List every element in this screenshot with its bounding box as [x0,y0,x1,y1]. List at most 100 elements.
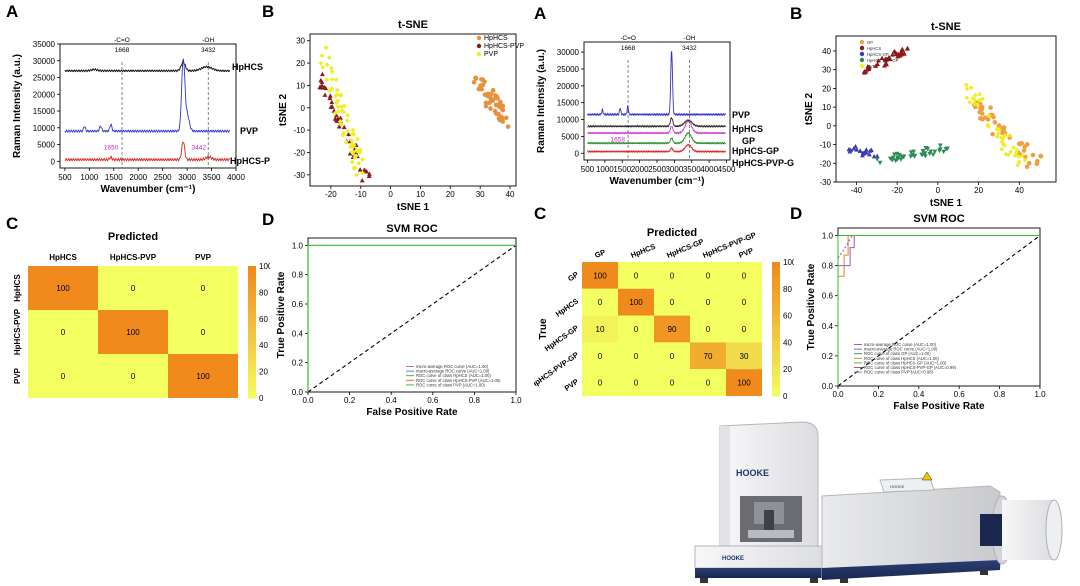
y-tick-label: 20 [822,84,831,93]
colorbar-segment [248,308,256,313]
y-tick-label: 10000 [33,124,56,133]
instrument-base [694,545,827,569]
scatter-point [937,148,942,154]
scatter-point [996,123,1002,128]
spectrum-line [587,143,726,154]
legend-entry: ROC curve of class PVP (AUC=0.98) [864,370,934,375]
y-axis-label: Raman Intensity (a.u.) [12,54,23,158]
scatter-point [498,99,503,105]
row-label: GP [566,270,580,284]
spectrum-line [64,60,231,73]
x-tick-label: 3500 [683,165,701,174]
legend-entry: ROC curve of class PVP (AUC=1.00) [416,382,486,387]
scatter-point [998,135,1004,141]
spectrum-line [64,58,231,133]
scatter-point [362,168,368,173]
scatter-point [891,48,897,54]
chart-d1-roc: SVM ROC 0.0 0.2 0.4 0.6 0.8 1.0 0.0 0.2 0.4 0.6 0.8… [276,223,522,418]
colorbar-segment [248,285,256,290]
heatmap-cell-value: 0 [634,352,639,361]
heatmap-cell-value: 0 [634,379,639,388]
scatter-point [354,148,360,153]
colorbar-segment [772,392,780,397]
y-tick-label: 30000 [33,57,56,66]
annotation-label: -C=O [114,37,130,44]
y-tick-label: 0.6 [292,300,304,309]
scatter-point [480,77,486,82]
scatter-point [319,79,325,84]
colorbar-segment [248,292,256,297]
colorbar-tick: 0 [783,392,788,401]
y-tick-label: 5000 [37,141,55,150]
legend-entry: ROC curve of class GP (AUC=1.00) [864,351,931,356]
x-tick-label: 0.8 [469,396,481,405]
colorbar-segment [248,351,256,356]
scatter-point [488,106,493,111]
y-tick-label: 10000 [557,116,580,125]
colorbar-segment [772,349,780,353]
y-tick-label: 0.4 [292,329,304,338]
scatter-point [1014,147,1020,153]
scatter-point [882,56,888,62]
scatter-point [471,79,477,85]
scatter-point [986,124,991,130]
heatmap-cell-value: 0 [742,298,747,307]
scatter-point [349,138,355,143]
legend-entry: micro-average ROC curve (AUC=1.00) [416,364,489,369]
scatter-point [353,153,359,159]
colorbar-segment [248,275,256,280]
colorbar-segment [772,322,780,327]
heatmap-cell-value: 100 [126,328,140,337]
scatter-point [357,149,363,155]
scatter-point [347,151,353,156]
y-tick-label: 20 [296,59,305,68]
colorbar-segment [772,312,780,317]
heatmap-cell [726,342,762,370]
scatter-point [496,116,502,121]
colorbar-segment [772,268,780,273]
x-tick-label: 0 [388,190,393,199]
x-tick-label: 0.4 [913,390,925,399]
scatter-point [1016,159,1022,165]
chart-title: t-SNE [931,21,961,33]
scatter-point [485,91,491,97]
scatter-point [334,112,339,118]
x-tick-label: 4000 [700,165,718,174]
heatmap-cell-value: 0 [670,352,675,361]
scatter-point [1011,145,1016,151]
colorbar-segment [772,288,780,293]
scatter-point [967,99,973,105]
y-tick-label: 0 [51,157,56,166]
colorbar-segment [772,379,780,384]
series-label: HpHCS [732,124,763,134]
heatmap-cell-value: 100 [593,271,607,280]
scatter-point [1024,164,1030,170]
heatmap-cell-value: 10 [596,325,605,334]
colorbar-segment [248,295,256,300]
x-tick-label: 1000 [80,173,98,182]
scatter-point [973,92,978,98]
y-tick-label: -30 [293,171,305,180]
scatter-point [922,151,928,156]
column-label: HpHCS-PVP [110,253,157,262]
heatmap-cell [654,342,690,370]
colorbar-segment [248,299,256,303]
legend-entry: ROC curve of class HpHCS (AUC=1.00) [416,373,491,378]
panel-d1-letter: D [262,210,275,229]
heatmap-cell [618,288,654,316]
scatter-point [335,109,341,114]
heatmap-cell-value: 70 [704,352,713,361]
colorbar-tick: 0 [259,394,264,403]
heatmap-cell-value: 0 [201,328,206,337]
scatter-point [318,60,324,66]
scatter-point [350,144,356,149]
heatmap-cell [726,288,762,316]
chart-a1-raman: 500 1000 1500 2000 2500 3000 3500 4000 0 5000 1000… [12,37,270,195]
heatmap-cell [726,315,762,343]
x-tick-label: 40 [506,190,515,199]
legend-marker [476,35,482,41]
y-tick-label: 0 [827,122,832,131]
series-label: HpHCS [232,62,263,72]
y-tick-label: 5000 [561,132,579,141]
chart-c1-confusion: PredictedTrue100000100000100HpHCSHpHCSHp… [13,231,270,403]
